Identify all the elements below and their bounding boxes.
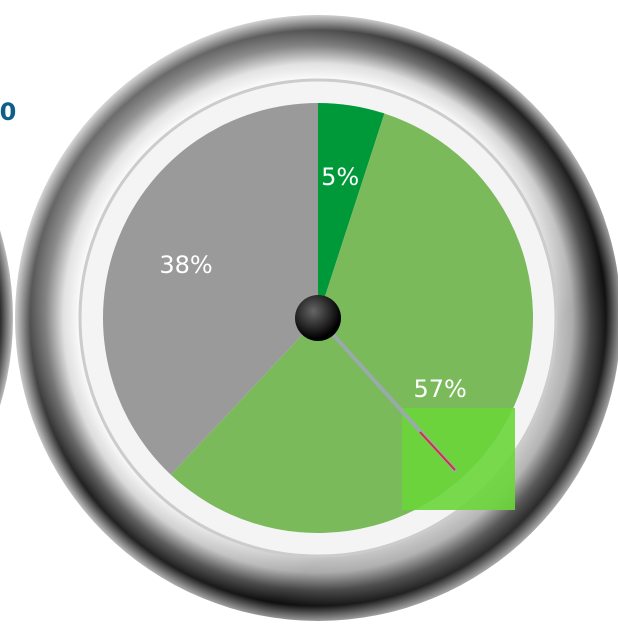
data-label: 57% (413, 375, 466, 403)
needle-hub (295, 295, 341, 341)
side-gauge (0, 230, 13, 406)
pie-slice (318, 103, 385, 318)
needle-tip (419, 431, 456, 471)
pie-slice (103, 103, 319, 475)
highlight-patch (402, 408, 515, 510)
side-label: 0 (0, 98, 16, 126)
data-label: 38% (159, 251, 212, 279)
data-label: 5% (321, 163, 359, 191)
